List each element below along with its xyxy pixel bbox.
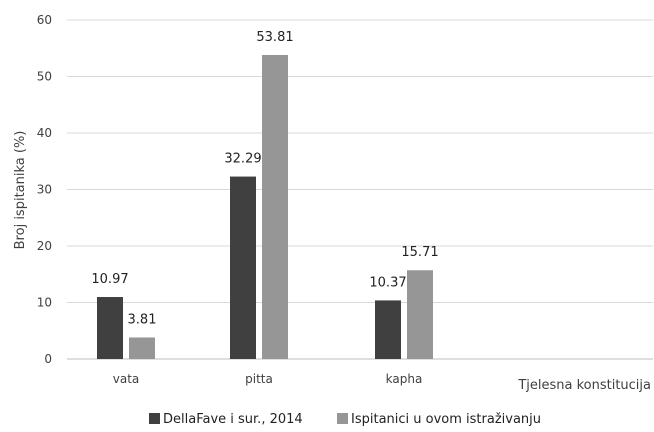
legend: DellaFave i sur., 2014 Ispitanici u ovom… [149, 412, 541, 427]
bar-pitta-series-0 [230, 176, 256, 359]
data-label-vata-series-0: 10.97 [91, 272, 128, 287]
x-axis-title: Tjelesna konstitucija [517, 378, 651, 393]
x-category-labels: vata pitta kapha [113, 372, 423, 386]
legend-swatch-1 [337, 413, 348, 424]
data-label-kapha-series-0: 10.37 [369, 275, 406, 290]
y-tick-label-5: 50 [37, 70, 52, 84]
data-label-pitta-series-1: 53.81 [256, 30, 293, 45]
y-tick-labels: 0 10 20 30 40 50 60 [37, 13, 52, 366]
data-label-kapha-series-1: 15.71 [401, 245, 438, 260]
bar-pitta-series-1 [262, 54, 288, 359]
bar-kapha-series-1 [407, 270, 433, 359]
y-tick-label-1: 10 [37, 296, 52, 310]
legend-label-1: Ispitanici u ovom istraživanju [351, 412, 541, 427]
y-tick-label-0: 0 [44, 352, 52, 366]
bar-vata-series-0 [97, 297, 123, 359]
legend-swatch-0 [149, 413, 160, 424]
legend-label-0: DellaFave i sur., 2014 [163, 412, 303, 427]
bars [97, 54, 433, 359]
bar-kapha-series-0 [375, 300, 401, 359]
x-category-label-pitta: pitta [245, 372, 273, 386]
x-category-label-vata: vata [113, 372, 140, 386]
bar-vata-series-1 [129, 337, 155, 359]
y-tick-label-2: 20 [37, 239, 52, 253]
gridlines [67, 19, 653, 360]
x-category-label-kapha: kapha [386, 372, 423, 386]
data-label-pitta-series-0: 32.29 [224, 152, 261, 167]
data-labels: 10.97 3.81 32.29 53.81 10.37 15.71 [91, 30, 438, 328]
y-axis-title: Broj ispitanika (%) [13, 131, 28, 250]
data-label-vata-series-1: 3.81 [128, 312, 157, 327]
y-tick-label-3: 30 [37, 183, 52, 197]
y-tick-label-6: 60 [37, 13, 52, 27]
y-tick-label-4: 40 [37, 126, 52, 140]
